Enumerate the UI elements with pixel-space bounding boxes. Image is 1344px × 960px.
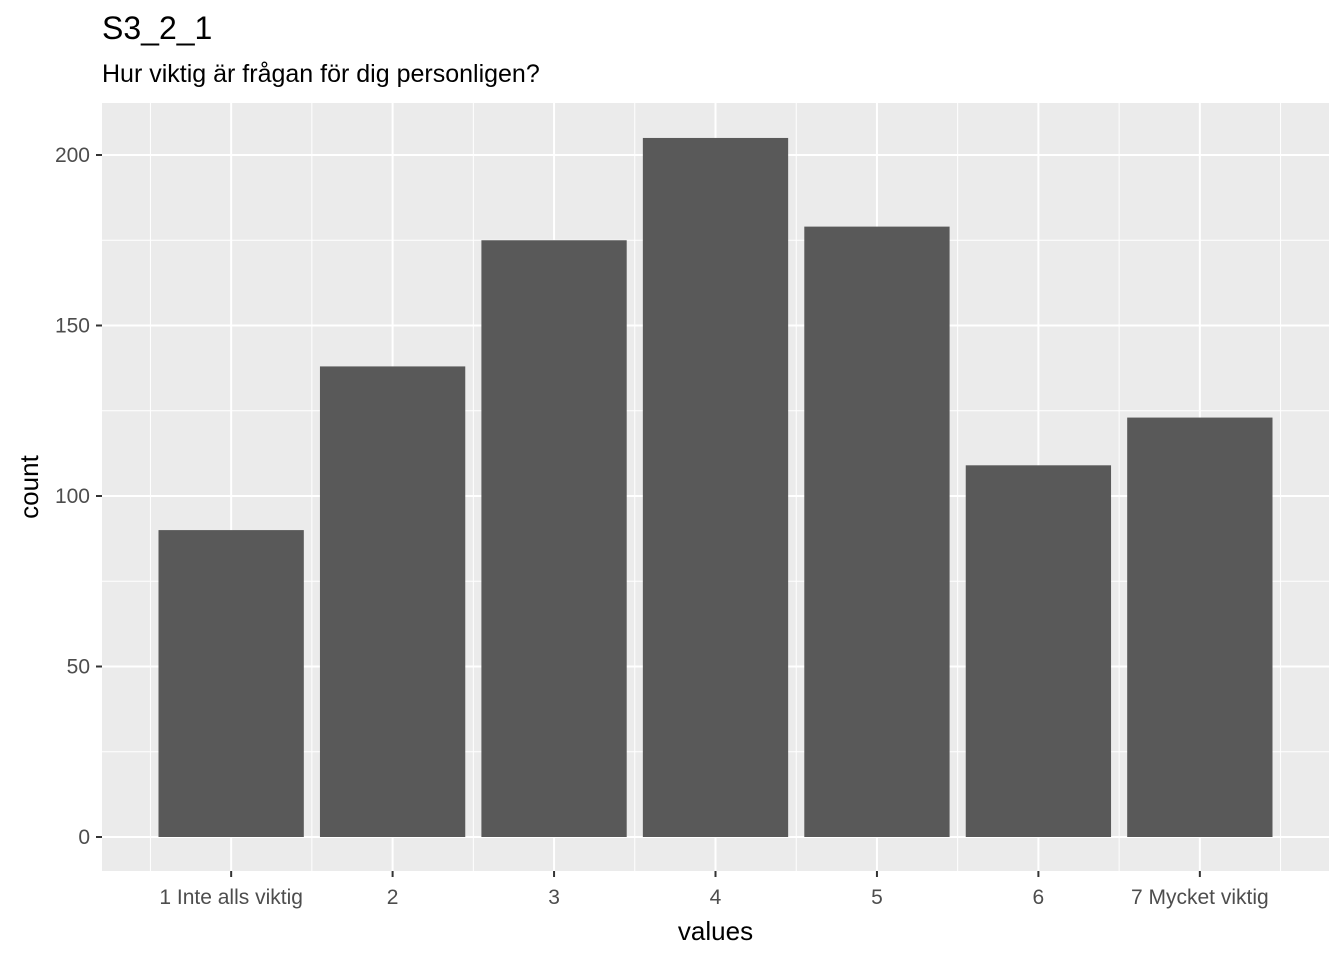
bar-1 (158, 530, 304, 837)
y-tick-label: 200 (55, 144, 90, 167)
x-tick-label: 3 (548, 886, 560, 909)
y-tick-label: 100 (55, 485, 90, 508)
x-tick-label: 2 (387, 886, 399, 909)
chart-title: S3_2_1 (102, 10, 213, 46)
y-tick-label: 50 (67, 656, 90, 679)
x-tick-label: 5 (871, 886, 883, 909)
chart-subtitle: Hur viktig är frågan för dig personligen… (102, 60, 540, 88)
bar-2 (319, 366, 466, 837)
x-tick-label: 1 Inte alls viktig (159, 886, 303, 909)
x-axis-title: values (678, 916, 753, 946)
x-tick-label: 7 Mycket viktig (1131, 886, 1269, 909)
bar-7 (1127, 417, 1273, 837)
y-tick-label: 0 (78, 826, 90, 849)
y-axis-title: count (14, 454, 44, 518)
x-tick-label: 6 (1033, 886, 1045, 909)
y-tick-label: 150 (55, 315, 90, 338)
bars (158, 137, 1273, 838)
bar-4 (642, 137, 789, 837)
x-axis: 1 Inte alls viktig 2 3 4 5 6 7 Mycket viktig (159, 871, 1269, 909)
x-tick-label: 4 (710, 886, 722, 909)
bar-6 (965, 465, 1112, 837)
bar-3 (481, 240, 627, 837)
y-axis: 0 50 100 150 200 (55, 144, 102, 849)
bar-5 (804, 226, 950, 838)
